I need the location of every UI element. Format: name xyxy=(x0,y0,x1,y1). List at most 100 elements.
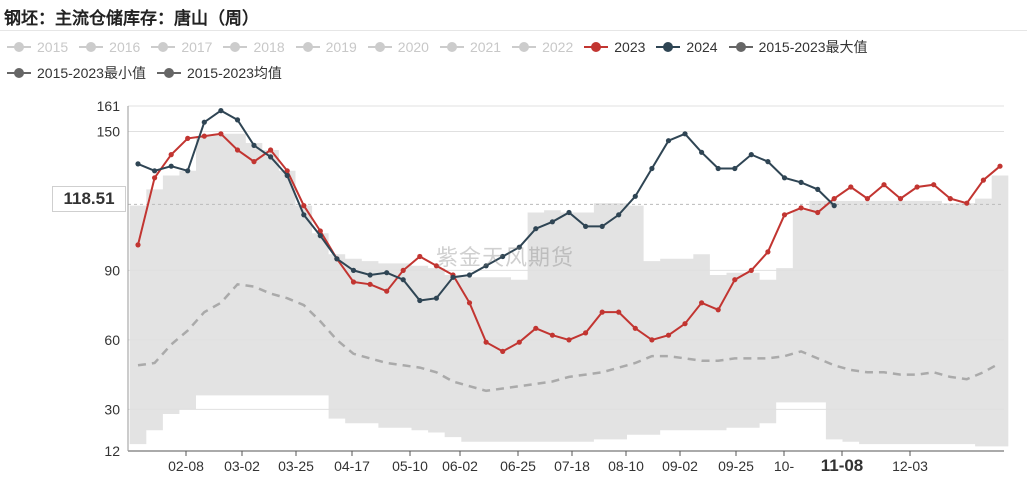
legend-item[interactable]: 2017 xyxy=(150,39,212,55)
series-2023-point xyxy=(500,348,506,354)
series-2024-point xyxy=(815,186,821,192)
series-2024-point xyxy=(168,163,174,169)
title-divider xyxy=(0,30,1027,31)
legend-label: 2017 xyxy=(181,39,213,55)
x-tick-label: 10- xyxy=(774,458,795,474)
legend-item[interactable]: 2015-2023均值 xyxy=(156,63,282,83)
y-tick-label: 12 xyxy=(104,443,120,459)
x-tick-label: 05-10 xyxy=(392,458,428,474)
legend-line-marker-icon xyxy=(156,68,181,78)
series-2024-point xyxy=(549,219,556,225)
legend-item[interactable]: 2022 xyxy=(511,39,573,55)
series-2023-point xyxy=(251,159,257,165)
legend-item[interactable]: 2024 xyxy=(655,39,718,55)
x-tick-label: 09-25 xyxy=(718,458,754,474)
legend-item[interactable]: 2020 xyxy=(367,39,429,55)
series-2024-point xyxy=(516,244,522,250)
y-tick-label: 90 xyxy=(104,262,120,278)
legend-item[interactable]: 2015-2023最小值 xyxy=(6,63,146,83)
series-2024-point xyxy=(533,226,539,232)
y-tick-label: 30 xyxy=(104,401,120,417)
series-2023-point xyxy=(964,200,970,206)
legend-label: 2019 xyxy=(325,39,357,55)
series-2023-point xyxy=(897,196,904,202)
legend: 2015 2016 2017 2018 2019 2020 2021 2022 2023 2024… xyxy=(6,34,1026,86)
x-tick-label: 11-08 xyxy=(821,456,864,475)
series-2024-point xyxy=(384,270,390,276)
series-2024-point xyxy=(566,209,572,216)
legend-label: 2021 xyxy=(469,39,502,55)
series-2024-point xyxy=(765,159,771,165)
legend-item[interactable]: 2021 xyxy=(439,39,501,55)
series-2023-point xyxy=(583,330,589,336)
chart-title: 钢坯：主流仓储库存：唐山（周） xyxy=(4,9,259,28)
series-2024-point xyxy=(483,263,489,269)
legend-item[interactable]: 2019 xyxy=(295,39,357,55)
series-2023-point xyxy=(566,337,572,343)
legend-item[interactable]: 2015-2023最大值 xyxy=(728,37,868,57)
legend-label: 2020 xyxy=(397,39,429,55)
series-2023-point xyxy=(152,175,158,181)
series-2023-point xyxy=(284,168,290,174)
series-2023-point xyxy=(914,184,920,190)
x-tick-label: 03-25 xyxy=(278,458,314,474)
series-2023-point xyxy=(881,182,887,188)
avg-line xyxy=(137,282,1001,393)
series-2023-point xyxy=(665,332,672,338)
legend-line-marker-icon xyxy=(79,42,104,52)
series-2024-point xyxy=(268,154,274,160)
legend-line-marker-icon xyxy=(656,42,681,52)
legend-item[interactable]: 2018 xyxy=(222,39,285,55)
x-tick-label: 06-02 xyxy=(442,458,478,474)
series-2023-point xyxy=(218,131,224,137)
legend-label: 2015 xyxy=(37,39,69,55)
series-2023-point xyxy=(417,253,423,260)
series-2024-point xyxy=(152,168,158,174)
series-2024-point xyxy=(748,152,754,158)
legend-line-marker-icon xyxy=(728,42,753,52)
series-2024-point xyxy=(367,272,373,278)
y-tick-label: 150 xyxy=(97,123,121,139)
series-2024-point xyxy=(350,267,357,273)
x-tick-label: 06-25 xyxy=(500,458,536,474)
series-2023-point xyxy=(268,147,274,153)
series-2024-point xyxy=(632,193,638,199)
series-2023-point xyxy=(997,163,1003,169)
legend-label: 2016 xyxy=(109,39,141,55)
series-2024-point xyxy=(135,161,141,167)
series-2024-point xyxy=(433,295,439,301)
series-2023-point xyxy=(234,147,241,153)
legend-row-2: 2015-2023最小值 2015-2023均值 xyxy=(6,60,1026,86)
series-2024-point xyxy=(450,274,456,280)
series-2023-point xyxy=(616,309,622,315)
series-2023-point xyxy=(400,267,406,273)
legend-line-marker-icon xyxy=(151,42,176,52)
series-2024-point xyxy=(583,223,589,229)
legend-label: 2015-2023最大值 xyxy=(758,39,868,55)
series-2023-point xyxy=(748,267,754,273)
series-2023-point xyxy=(367,281,373,287)
series-2024-point xyxy=(732,165,738,172)
legend-label: 2022 xyxy=(542,39,574,55)
series-2024-point xyxy=(284,172,290,179)
series-2023-point xyxy=(864,196,871,202)
legend-item[interactable]: 2015 xyxy=(6,39,68,55)
series-2024-point xyxy=(599,223,605,229)
legend-label: 2024 xyxy=(686,39,718,55)
x-tick-label: 03-02 xyxy=(224,458,260,474)
legend-line-marker-icon xyxy=(512,42,537,52)
legend-item[interactable]: 2016 xyxy=(78,39,140,55)
legend-line-marker-icon xyxy=(223,42,248,52)
legend-item[interactable]: 2023 xyxy=(583,39,645,55)
series-2024-point xyxy=(682,131,688,137)
series-2023-point xyxy=(185,135,191,141)
series-2023-point xyxy=(931,182,937,188)
legend-line-marker-icon xyxy=(584,42,609,52)
legend-line-marker-icon xyxy=(295,42,320,52)
series-2023-point xyxy=(317,228,323,234)
x-tick-label: 04-17 xyxy=(334,458,370,474)
series-2024-point xyxy=(781,175,788,181)
series-2023-point xyxy=(947,196,953,202)
y-tick-label: 60 xyxy=(104,332,120,348)
